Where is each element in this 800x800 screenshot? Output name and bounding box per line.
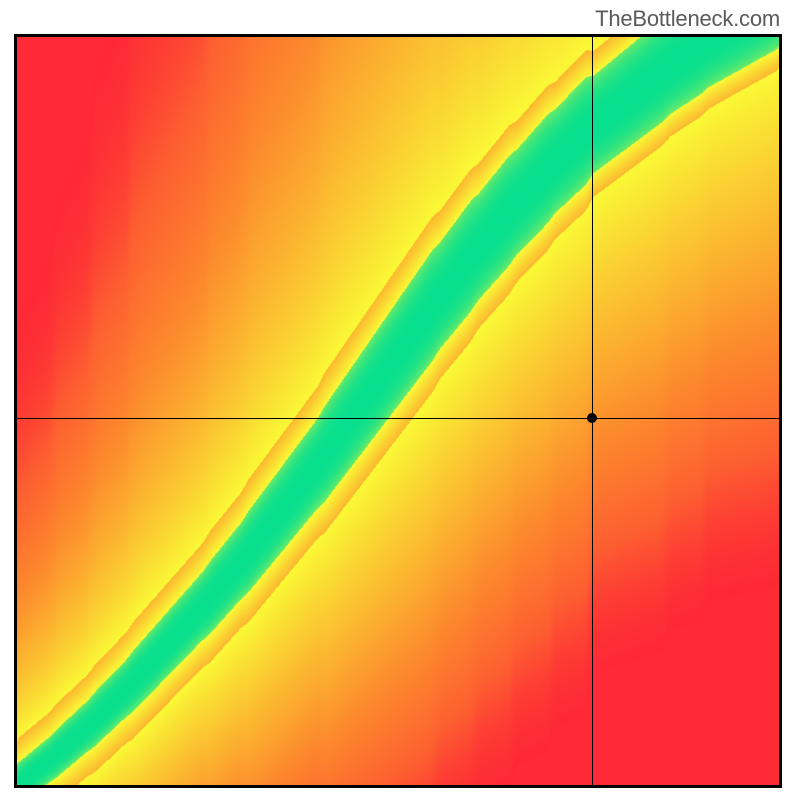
crosshair-vertical: [592, 34, 593, 788]
watermark-text: TheBottleneck.com: [595, 6, 780, 32]
plot-frame: [14, 34, 782, 788]
border-left: [14, 34, 17, 788]
border-bottom: [14, 785, 782, 788]
border-right: [779, 34, 782, 788]
crosshair-horizontal: [14, 418, 782, 419]
heatmap-canvas: [14, 34, 782, 788]
chart-container: TheBottleneck.com: [0, 0, 800, 800]
border-top: [14, 34, 782, 37]
